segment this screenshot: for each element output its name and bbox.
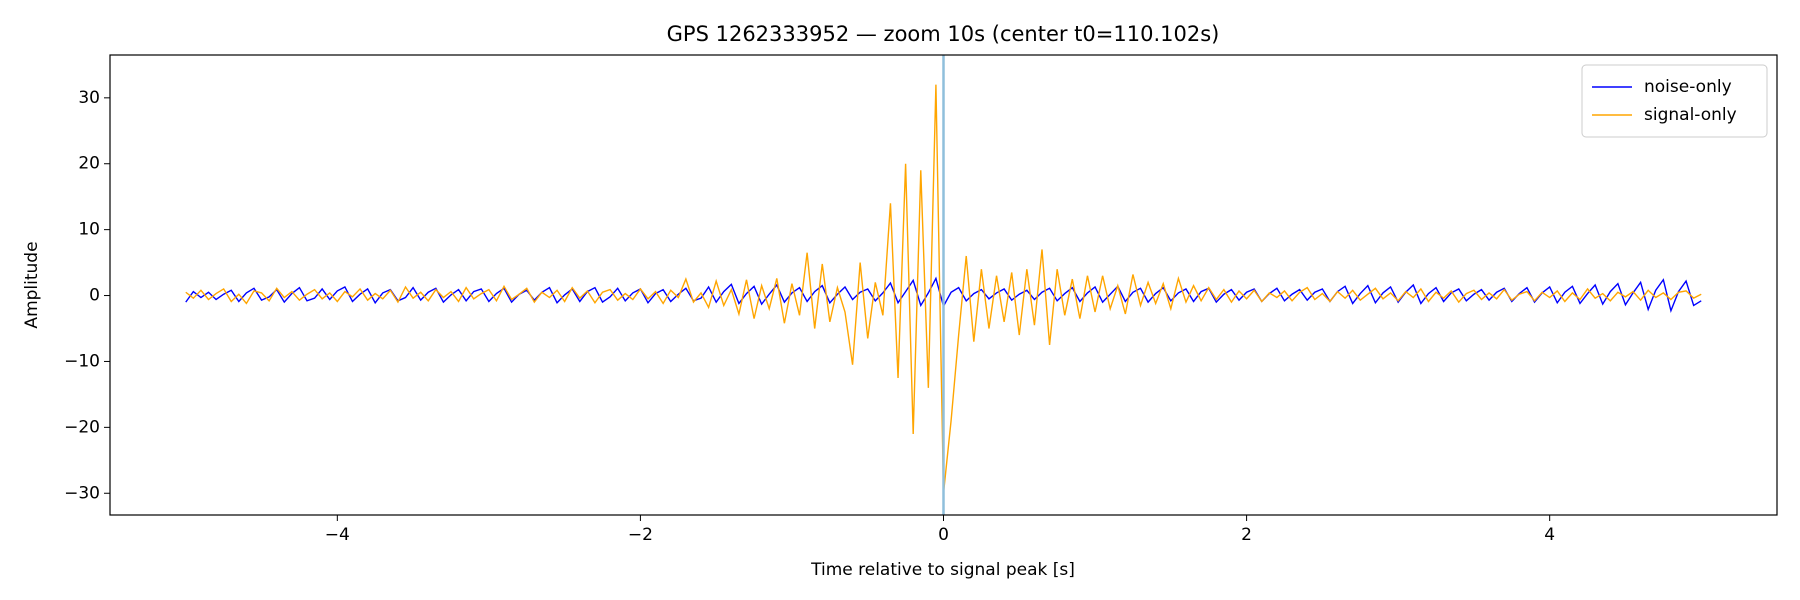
x-axis-label: Time relative to signal peak [s] bbox=[810, 560, 1075, 580]
plot-area bbox=[185, 55, 1702, 515]
legend-label: signal-only bbox=[1644, 105, 1737, 125]
legend: noise-only signal-only bbox=[1581, 64, 1768, 138]
y-tick-label: −10 bbox=[64, 351, 100, 371]
legend-box bbox=[1581, 64, 1768, 138]
y-tick-label: 20 bbox=[78, 154, 100, 174]
chart-title: GPS 1262333952 — zoom 10s (center t0=110… bbox=[667, 22, 1220, 46]
x-tick-label: 2 bbox=[1241, 525, 1252, 545]
y-tick-label: −30 bbox=[64, 483, 100, 503]
x-tick-label: 4 bbox=[1544, 525, 1555, 545]
y-tick-label: 0 bbox=[89, 286, 100, 306]
legend-label: noise-only bbox=[1644, 77, 1732, 97]
y-tick-label: 10 bbox=[78, 220, 100, 240]
y-tick-label: 30 bbox=[78, 88, 100, 108]
x-tick-label: 0 bbox=[938, 525, 949, 545]
x-tick-label: −4 bbox=[325, 525, 350, 545]
x-tick-label: −2 bbox=[628, 525, 653, 545]
y-tick-label: −20 bbox=[64, 417, 100, 437]
y-axis-label: Amplitude bbox=[22, 241, 42, 328]
